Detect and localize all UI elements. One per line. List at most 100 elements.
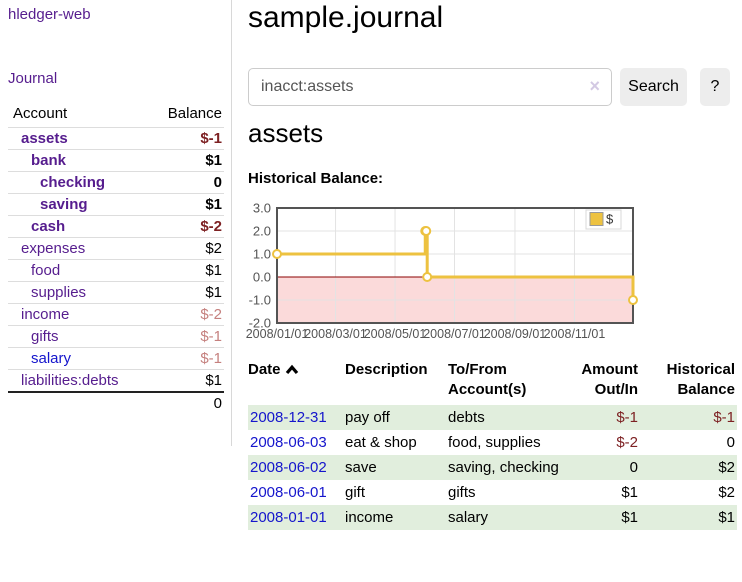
- transaction-date-link[interactable]: 2008-06-03: [250, 434, 327, 451]
- x-axis-tick-label: 2008/11/01: [544, 327, 606, 341]
- transaction-amount-cell: $-2: [616, 434, 638, 451]
- account-heading: assets: [248, 118, 324, 148]
- register-header-date-label: Date: [248, 361, 281, 378]
- search-input[interactable]: [248, 68, 612, 106]
- sidebar-account-link-saving[interactable]: saving: [40, 196, 88, 213]
- data-point-marker: [628, 295, 638, 305]
- x-axis-tick-label: 2008/07/01: [423, 327, 486, 341]
- register-row: 2008-01-01 income salary $1 $1: [248, 505, 737, 530]
- help-button[interactable]: ?: [700, 68, 730, 106]
- transaction-balance-cell: $-1: [713, 409, 735, 426]
- sidebar-account-link-salary[interactable]: salary: [31, 350, 72, 367]
- account-row: saving $1: [8, 193, 224, 216]
- account-balance: $-1: [147, 347, 224, 370]
- transaction-description-cell: pay off: [345, 409, 390, 426]
- register-row: 2008-06-02 save saving, checking 0 $2: [248, 455, 737, 480]
- app-brand-link[interactable]: hledger-web: [8, 6, 91, 23]
- clear-search-icon[interactable]: ×: [589, 76, 600, 96]
- account-balance: $-2: [147, 303, 224, 326]
- account-row: gifts $-1: [8, 325, 224, 348]
- account-row: cash $-2: [8, 215, 224, 238]
- y-axis-tick-label: 1.0: [253, 247, 271, 262]
- register-header-amount-line1: Amount: [581, 361, 638, 378]
- register-header-balance: Historical Balance: [640, 358, 737, 405]
- account-balance: $-1: [147, 325, 224, 348]
- register-header-date[interactable]: Date: [248, 358, 345, 405]
- account-row: checking 0: [8, 171, 224, 194]
- account-balance: $1: [147, 259, 224, 282]
- transaction-accounts-cell: salary: [448, 509, 489, 526]
- account-row: salary $-1: [8, 347, 224, 370]
- data-point-marker: [272, 249, 282, 259]
- page-title: sample.journal: [248, 1, 444, 34]
- accounts-total-row: 0: [8, 391, 224, 414]
- accounts-header-balance: Balance: [167, 105, 222, 122]
- account-balance: $1: [147, 369, 224, 392]
- sidebar-account-link-bank[interactable]: bank: [31, 152, 67, 169]
- y-axis-tick-label: 2.0: [253, 224, 271, 239]
- transaction-date-cell: 2008-12-31: [248, 405, 345, 430]
- sort-ascending-icon: [285, 361, 299, 381]
- accounts-table-header-row: Account Balance: [8, 102, 224, 128]
- transaction-description-cell: save: [345, 459, 377, 476]
- transaction-balance-cell: $2: [718, 459, 735, 476]
- sidebar-account-link-liabilities-debts[interactable]: liabilities:debts: [21, 372, 119, 389]
- y-axis-tick-label: -2.0: [249, 316, 271, 331]
- transaction-date-link[interactable]: 2008-01-01: [250, 509, 327, 526]
- transaction-date-cell: 2008-01-01: [248, 505, 345, 530]
- register-row: 2008-12-31 pay off debts $-1 $-1: [248, 405, 737, 430]
- account-row: supplies $1: [8, 281, 224, 304]
- account-balance: $1: [147, 149, 224, 172]
- register-row: 2008-06-01 gift gifts $1 $2: [248, 480, 737, 505]
- sidebar-account-link-income[interactable]: income: [21, 306, 70, 323]
- register-header-accounts: To/From Account(s): [448, 358, 560, 405]
- sidebar-account-link-checking[interactable]: checking: [40, 174, 106, 191]
- register-header-balance-line2: Balance: [677, 381, 735, 398]
- sidebar-account-link-supplies[interactable]: supplies: [31, 284, 87, 301]
- account-row: bank $1: [8, 149, 224, 172]
- transaction-amount-cell: $1: [621, 509, 638, 526]
- x-axis-tick-label: 2008/05/01: [364, 327, 427, 341]
- x-axis-tick-label: 2008/09/01: [484, 327, 547, 341]
- x-axis-tick-label: 2008/01/01: [246, 327, 308, 341]
- transaction-date-link[interactable]: 2008-06-02: [250, 459, 327, 476]
- transaction-amount-cell: $-1: [616, 409, 638, 426]
- transaction-balance-cell: $1: [718, 509, 735, 526]
- x-axis-tick-label: 2008/03/01: [304, 327, 367, 341]
- account-row: income $-2: [8, 303, 224, 326]
- legend-swatch: [589, 212, 604, 226]
- historical-balance-chart: 3.0 2.0 1.0 0.0 -1.0 -2.02008/01/012008/03/01…: [246, 202, 638, 341]
- account-row: expenses $2: [8, 237, 224, 260]
- register-header-accounts-line2: Account(s): [448, 381, 527, 398]
- sidebar-account-link-cash[interactable]: cash: [31, 218, 66, 235]
- y-axis-tick-label: 3.0: [253, 202, 271, 216]
- account-row: assets $-1: [8, 127, 224, 150]
- transaction-description-cell: income: [345, 509, 394, 526]
- sidebar-account-link-food[interactable]: food: [31, 262, 61, 279]
- account-balance: $-1: [147, 127, 224, 150]
- transaction-amount-cell: 0: [629, 459, 638, 476]
- accounts-header-account: Account: [13, 105, 68, 122]
- y-axis-tick-label: -1.0: [249, 293, 271, 308]
- search-button[interactable]: Search: [620, 68, 687, 106]
- sidebar-account-link-expenses[interactable]: expenses: [21, 240, 86, 257]
- transaction-date-link[interactable]: 2008-12-31: [250, 409, 327, 426]
- transaction-date-cell: 2008-06-02: [248, 455, 345, 480]
- account-balance: $-2: [147, 215, 224, 238]
- register-header-balance-line1: Historical: [666, 361, 735, 378]
- register-header-amount: Amount Out/In: [560, 358, 640, 405]
- chart-title: Historical Balance:: [248, 170, 384, 187]
- register-row: 2008-06-03 eat & shop food, supplies $-2 0: [248, 430, 737, 455]
- sidebar-account-link-assets[interactable]: assets: [21, 130, 68, 147]
- register-header-accounts-line1: To/From: [448, 361, 507, 378]
- transaction-balance-cell: 0: [726, 434, 735, 451]
- sidebar-item-journal[interactable]: Journal: [8, 70, 58, 87]
- transaction-date-link[interactable]: 2008-06-01: [250, 484, 327, 501]
- transaction-accounts-cell: gifts: [448, 484, 476, 501]
- transaction-accounts-cell: debts: [448, 409, 485, 426]
- account-balance: 0: [147, 171, 224, 194]
- account-row: food $1: [8, 259, 224, 282]
- account-row: liabilities:debts $1: [8, 369, 224, 392]
- sidebar-account-link-gifts[interactable]: gifts: [31, 328, 59, 345]
- y-axis-tick-label: 0.0: [253, 270, 271, 285]
